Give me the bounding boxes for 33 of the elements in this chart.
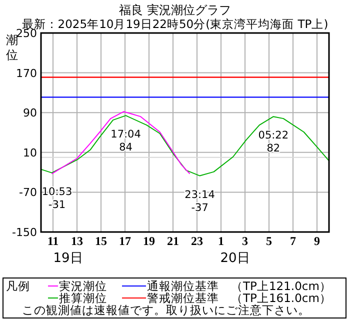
text: 20日 [220, 251, 250, 266]
x-tick-label: 9 [314, 234, 320, 248]
x-tick-label: 17 [119, 234, 131, 248]
x-tick-label: 5 [266, 234, 272, 248]
chart-title: 福良 実況潮位グラフ [119, 3, 231, 17]
annotation: 17:04 84 [110, 128, 142, 154]
x-tick-label: 7 [290, 234, 296, 248]
y-tick-label: 10 [23, 146, 37, 160]
x-tick-label: 3 [242, 234, 248, 248]
legend-label: 推算潮位 [59, 291, 107, 305]
y-tick-label: -70 [19, 186, 37, 200]
annotation: 10:53 -31 [42, 186, 72, 211]
x-tick-label: 13 [71, 234, 83, 248]
x-tick-label: 11 [47, 234, 59, 248]
x-tick-label: 1 [218, 234, 224, 248]
x-tick-label: 19 [143, 234, 155, 248]
annotation: 23:14 -37 [184, 188, 216, 214]
x-tick-label: 23 [191, 234, 203, 248]
y-axis-title: 潮位 [6, 33, 18, 62]
y-tick-label: 90 [23, 106, 37, 120]
y-tick-label: 170 [16, 66, 37, 80]
annotation: 05:22 82 [258, 130, 289, 155]
x-tick-label: 21 [167, 234, 179, 248]
legend-title: 凡例 [6, 279, 30, 293]
line-series [51, 111, 190, 174]
y-tick-label: -150 [12, 226, 37, 239]
legend-label: 通報潮位基準 （TP上121.0cm） [147, 279, 332, 293]
legend-label: 警戒潮位基準 （TP上161.0cm） [147, 291, 332, 305]
line-series [40, 115, 330, 176]
text: この観測値は速報値です。取り扱いにご注意下さい。 [22, 303, 310, 317]
legend-label: 実況潮位 [59, 279, 107, 293]
text: 19日 [53, 251, 83, 266]
x-tick-label: 15 [95, 234, 107, 248]
